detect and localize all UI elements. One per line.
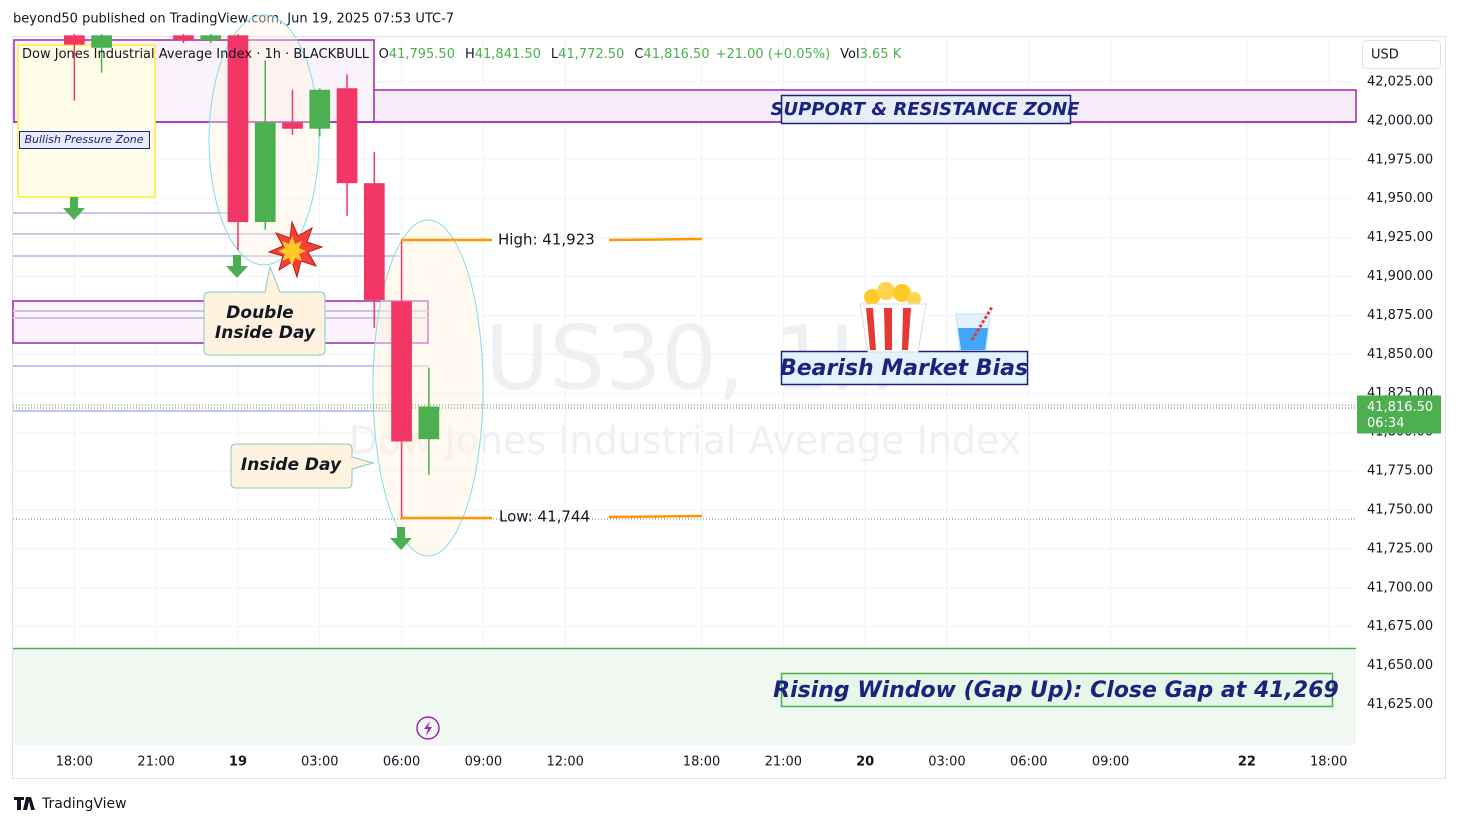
x-tick-label: 20 bbox=[856, 755, 874, 770]
y-tick-label: 41,900.00 bbox=[1367, 269, 1433, 284]
drink-icon bbox=[955, 306, 994, 351]
currency: USD bbox=[1371, 48, 1399, 63]
label-box bbox=[780, 350, 1029, 386]
candle-body bbox=[91, 35, 112, 48]
y-tick-label: 41,725.00 bbox=[1367, 541, 1433, 556]
y-tick-label: 42,000.00 bbox=[1367, 113, 1433, 128]
gap-label: Rising Window (Gap Up): Close Gap at 41,… bbox=[773, 678, 1339, 703]
last-price-label: 41,816.50 bbox=[1367, 400, 1433, 415]
candle-body bbox=[418, 406, 440, 440]
legend: Dow Jones Industrial Average Index · 1h … bbox=[22, 47, 902, 62]
y-tick-label: 41,700.00 bbox=[1367, 580, 1433, 595]
x-tick-label: 19 bbox=[229, 755, 247, 770]
last-price-tag bbox=[1357, 395, 1441, 434]
x-tick-label: 09:00 bbox=[1092, 755, 1129, 770]
explosion bbox=[278, 236, 306, 266]
label-box bbox=[780, 94, 1072, 125]
legend-key: L bbox=[551, 47, 559, 62]
candle-body bbox=[63, 35, 85, 45]
low-label: Low: 41,744 bbox=[499, 508, 590, 526]
y-tick-label: 41,875.00 bbox=[1367, 308, 1433, 323]
callout-text: Inside Day bbox=[241, 455, 342, 475]
frame bbox=[12, 36, 1446, 779]
x-tick-label: 06:00 bbox=[1010, 755, 1047, 770]
legend-change: +21.00 (+0.05%) bbox=[716, 47, 831, 62]
y-tick-label: 41,750.00 bbox=[1367, 503, 1433, 518]
y-tick-label: 41,925.00 bbox=[1367, 230, 1433, 245]
candle-body bbox=[363, 183, 385, 300]
legend-key: C bbox=[634, 47, 643, 62]
candle-body bbox=[173, 35, 194, 40]
x-tick-label: 21:00 bbox=[765, 755, 802, 770]
legend-value: 41,816.50 bbox=[643, 47, 709, 62]
x-tick-label: 18:00 bbox=[683, 755, 720, 770]
bullish-label: Bullish Pressure Zone bbox=[24, 133, 143, 146]
arrows bbox=[63, 197, 412, 550]
candle-body bbox=[282, 122, 303, 129]
event-icon bbox=[424, 721, 432, 736]
y-tick-label: 41,950.00 bbox=[1367, 191, 1433, 206]
x-tick-label: 18:00 bbox=[56, 755, 93, 770]
legend-value: 41,795.50 bbox=[389, 47, 455, 62]
x-tick-label: 09:00 bbox=[465, 755, 502, 770]
high-label: High: 41,923 bbox=[498, 231, 595, 249]
event-icon bbox=[416, 716, 440, 740]
label-box bbox=[780, 672, 1334, 708]
label-box bbox=[19, 131, 150, 149]
hl-lines bbox=[401, 237, 703, 520]
bias-label: Bearish Market Bias bbox=[780, 356, 1028, 381]
currency-button[interactable] bbox=[1362, 40, 1441, 69]
candle-body bbox=[227, 35, 249, 223]
zone-label: SUPPORT & RESISTANCE ZONE bbox=[771, 99, 1081, 120]
x-tick-label: 03:00 bbox=[301, 755, 338, 770]
legend-value: 41,772.50 bbox=[558, 47, 624, 62]
candle-body bbox=[391, 301, 412, 442]
x-tick-label: 12:00 bbox=[546, 755, 583, 770]
x-tick-label: 21:00 bbox=[137, 755, 174, 770]
callout bbox=[230, 443, 375, 489]
legend-volume: 3.65 K bbox=[860, 47, 902, 62]
legend-key: Vol bbox=[840, 47, 859, 62]
candle-body bbox=[200, 35, 222, 40]
legend-value: 41,841.50 bbox=[475, 47, 541, 62]
legend-key: H bbox=[465, 47, 475, 62]
y-axis: 41,625.00 41,650.00 41,675.00 41,700.00 41,7… bbox=[1367, 75, 1433, 713]
x-tick-label: 06:00 bbox=[383, 755, 420, 770]
popcorn-icon bbox=[859, 282, 927, 353]
legend-key: O bbox=[379, 47, 389, 62]
y-tick-label: 41,975.00 bbox=[1367, 152, 1433, 167]
x-tick-label: 22 bbox=[1238, 755, 1256, 770]
countdown: 06:34 bbox=[1367, 416, 1404, 431]
tv-logo bbox=[14, 797, 35, 810]
candles bbox=[63, 34, 440, 520]
ellipse-highlight bbox=[372, 219, 484, 557]
legend-title: Dow Jones Industrial Average Index · 1h … bbox=[22, 47, 370, 62]
attribution: beyond50 published on TradingView.com, J… bbox=[13, 12, 454, 27]
y-tick-label: 41,650.00 bbox=[1367, 658, 1433, 673]
y-tick-label: 41,850.00 bbox=[1367, 347, 1433, 362]
callout-text: Inside Day bbox=[215, 323, 316, 343]
callout bbox=[203, 265, 326, 356]
x-tick-label: 03:00 bbox=[928, 755, 965, 770]
candle-body bbox=[309, 89, 331, 129]
y-tick-label: 42,025.00 bbox=[1367, 75, 1433, 90]
candle-body bbox=[336, 88, 358, 184]
x-tick-label: 18:00 bbox=[1310, 755, 1347, 770]
candle-body bbox=[254, 122, 276, 223]
bullish-zone bbox=[17, 44, 156, 198]
x-axis: 18:00 21:00 19 03:00 06:00 09:00 12:00 18:00 21:… bbox=[56, 755, 1348, 770]
y-tick-label: 41,625.00 bbox=[1367, 697, 1433, 712]
footer: TradingView bbox=[41, 796, 127, 812]
callout-text: Double bbox=[226, 303, 293, 323]
y-tick-label: 41,675.00 bbox=[1367, 619, 1433, 634]
y-tick-label: 41,775.00 bbox=[1367, 464, 1433, 479]
